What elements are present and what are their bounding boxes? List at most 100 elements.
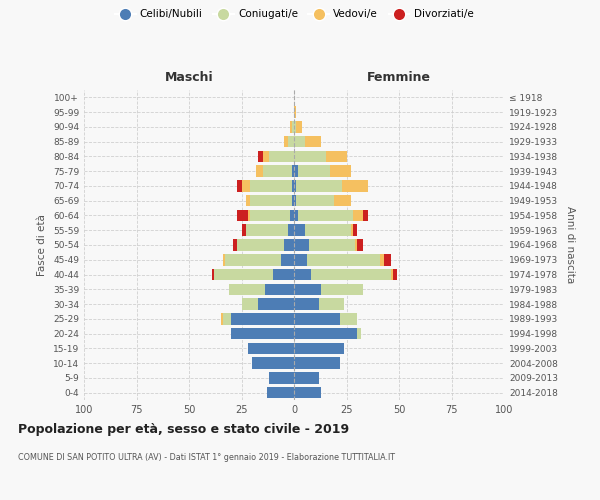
Bar [256, 166, 263, 177]
Bar [357, 239, 364, 251]
Bar [305, 136, 322, 147]
Bar [265, 284, 294, 295]
Bar [266, 387, 294, 398]
Bar [248, 210, 250, 221]
Bar [238, 239, 284, 251]
Bar [231, 328, 294, 340]
Bar [307, 254, 380, 266]
Bar [248, 342, 294, 354]
Y-axis label: Anni di nascita: Anni di nascita [565, 206, 575, 284]
Bar [250, 195, 292, 206]
Bar [391, 269, 393, 280]
Y-axis label: Fasce di età: Fasce di età [37, 214, 47, 276]
Bar [294, 328, 357, 340]
Bar [294, 358, 340, 369]
Bar [269, 150, 294, 162]
Text: Popolazione per età, sesso e stato civile - 2019: Popolazione per età, sesso e stato civil… [18, 422, 349, 436]
Bar [292, 121, 294, 132]
Bar [294, 372, 319, 384]
Bar [294, 106, 296, 118]
Bar [250, 210, 290, 221]
Bar [309, 239, 355, 251]
Bar [325, 150, 347, 162]
Bar [294, 121, 296, 132]
Bar [364, 210, 367, 221]
Bar [322, 284, 364, 295]
Bar [259, 298, 294, 310]
Bar [294, 254, 307, 266]
Bar [252, 358, 294, 369]
Bar [298, 166, 330, 177]
Bar [292, 180, 294, 192]
Bar [355, 239, 357, 251]
Bar [263, 166, 292, 177]
Bar [319, 298, 344, 310]
Bar [380, 254, 385, 266]
Bar [241, 180, 250, 192]
Bar [238, 180, 241, 192]
Bar [263, 150, 269, 162]
Bar [340, 313, 357, 324]
Bar [221, 313, 223, 324]
Bar [294, 166, 298, 177]
Bar [392, 269, 397, 280]
Bar [241, 298, 259, 310]
Bar [290, 121, 292, 132]
Bar [294, 342, 344, 354]
Bar [238, 210, 248, 221]
Bar [353, 224, 357, 236]
Bar [259, 150, 263, 162]
Bar [353, 210, 364, 221]
Bar [246, 224, 288, 236]
Bar [294, 269, 311, 280]
Text: Femmine: Femmine [367, 71, 431, 84]
Bar [292, 166, 294, 177]
Bar [385, 254, 391, 266]
Bar [294, 284, 322, 295]
Bar [350, 224, 353, 236]
Bar [223, 313, 231, 324]
Bar [212, 269, 214, 280]
Bar [296, 121, 302, 132]
Bar [294, 298, 319, 310]
Bar [311, 269, 391, 280]
Bar [224, 254, 281, 266]
Bar [294, 195, 296, 206]
Bar [241, 224, 246, 236]
Bar [233, 239, 238, 251]
Bar [294, 180, 296, 192]
Bar [288, 224, 294, 236]
Bar [294, 387, 322, 398]
Bar [223, 254, 224, 266]
Bar [231, 313, 294, 324]
Bar [294, 136, 305, 147]
Bar [284, 136, 288, 147]
Bar [305, 224, 350, 236]
Bar [294, 150, 325, 162]
Bar [296, 195, 334, 206]
Bar [296, 180, 342, 192]
Bar [334, 195, 350, 206]
Text: COMUNE DI SAN POTITO ULTRA (AV) - Dati ISTAT 1° gennaio 2019 - Elaborazione TUTT: COMUNE DI SAN POTITO ULTRA (AV) - Dati I… [18, 452, 395, 462]
Bar [269, 372, 294, 384]
Bar [246, 195, 250, 206]
Bar [290, 210, 294, 221]
Bar [229, 284, 265, 295]
Bar [294, 239, 309, 251]
Bar [273, 269, 294, 280]
Bar [281, 254, 294, 266]
Bar [298, 210, 353, 221]
Bar [284, 239, 294, 251]
Bar [294, 313, 340, 324]
Bar [292, 195, 294, 206]
Bar [330, 166, 350, 177]
Text: Maschi: Maschi [164, 71, 214, 84]
Bar [342, 180, 367, 192]
Bar [288, 136, 294, 147]
Bar [294, 224, 305, 236]
Bar [214, 269, 273, 280]
Bar [357, 328, 361, 340]
Bar [250, 180, 292, 192]
Legend: Celibi/Nubili, Coniugati/e, Vedovi/e, Divorziati/e: Celibi/Nubili, Coniugati/e, Vedovi/e, Di… [110, 5, 478, 24]
Bar [294, 210, 298, 221]
